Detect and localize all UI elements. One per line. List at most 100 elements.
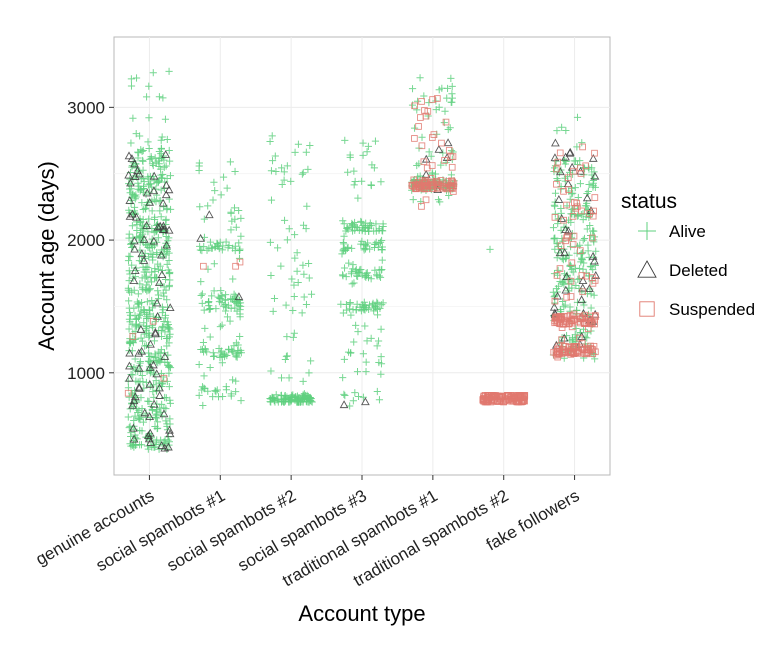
point-alive — [367, 334, 375, 342]
point-alive — [268, 394, 276, 402]
point-alive — [343, 244, 351, 253]
point-alive — [378, 301, 386, 309]
point-alive — [157, 326, 165, 335]
point-alive — [443, 84, 452, 93]
point-alive — [219, 173, 228, 181]
point-alive — [574, 212, 582, 220]
point-alive — [151, 267, 159, 276]
point-alive — [224, 345, 233, 353]
point-alive — [154, 260, 162, 268]
point-alive — [145, 114, 153, 122]
point-alive — [439, 149, 447, 157]
point-deleted — [125, 348, 134, 357]
point-alive — [212, 388, 220, 396]
point-alive — [150, 177, 158, 185]
point-deleted — [136, 324, 146, 333]
point-alive — [448, 98, 456, 106]
point-suspended — [441, 157, 448, 164]
point-suspended — [569, 213, 577, 220]
point-alive — [139, 226, 147, 234]
point-alive — [144, 228, 152, 236]
point-deleted — [585, 284, 594, 292]
point-alive — [132, 193, 140, 201]
point-alive — [277, 262, 285, 270]
point-alive — [299, 261, 307, 269]
point-alive — [410, 124, 419, 132]
point-suspended — [563, 234, 570, 242]
point-alive — [130, 443, 138, 451]
point-alive — [359, 350, 367, 358]
point-suspended — [411, 102, 418, 110]
point-alive — [290, 231, 299, 239]
point-suspended — [438, 139, 445, 147]
point-alive — [568, 335, 577, 344]
point-alive — [353, 367, 362, 376]
point-alive — [578, 139, 586, 147]
point-deleted — [128, 400, 137, 409]
point-alive — [232, 299, 241, 307]
point-alive — [435, 103, 443, 111]
point-alive — [305, 394, 313, 402]
point-alive — [554, 219, 562, 228]
point-alive — [143, 298, 151, 306]
point-alive — [125, 252, 133, 260]
point-alive — [237, 396, 245, 405]
point-alive — [139, 184, 148, 193]
point-suspended — [579, 313, 586, 321]
point-alive — [160, 163, 168, 171]
point-suspended — [570, 310, 578, 318]
point-alive — [227, 392, 235, 400]
point-suspended — [551, 214, 559, 221]
point-alive — [267, 367, 275, 375]
point-alive — [558, 123, 566, 131]
point-alive — [221, 296, 229, 304]
point-alive — [345, 259, 353, 267]
point-alive — [302, 397, 310, 405]
point-alive — [134, 290, 142, 298]
point-alive — [216, 238, 224, 246]
point-alive — [215, 344, 223, 353]
point-suspended — [567, 317, 575, 325]
point-alive — [356, 303, 364, 311]
point-alive — [150, 337, 159, 345]
point-suspended — [448, 177, 455, 185]
point-alive — [270, 294, 279, 303]
point-deleted — [149, 171, 159, 180]
point-alive — [196, 203, 204, 211]
point-alive — [128, 389, 136, 397]
point-suspended — [236, 258, 244, 266]
point-alive — [159, 378, 167, 386]
point-alive — [363, 269, 371, 277]
point-alive — [583, 225, 591, 233]
point-alive — [368, 161, 376, 169]
point-alive — [130, 203, 139, 212]
point-alive — [165, 382, 173, 391]
point-alive — [266, 238, 275, 246]
point-alive — [147, 153, 155, 161]
point-alive — [445, 191, 453, 200]
point-alive — [206, 238, 215, 246]
point-alive — [435, 86, 443, 94]
point-alive — [151, 352, 160, 360]
point-alive — [197, 345, 205, 354]
plot-panel — [113, 36, 611, 476]
point-deleted — [164, 185, 174, 194]
point-alive — [235, 239, 243, 247]
point-alive — [437, 161, 445, 169]
point-alive — [227, 226, 235, 234]
point-suspended — [589, 234, 596, 242]
series-social-spambots-3-alive — [337, 136, 387, 410]
point-deleted — [578, 283, 588, 292]
point-alive — [198, 386, 206, 394]
point-alive — [165, 369, 173, 377]
point-suspended — [516, 392, 523, 399]
point-alive — [154, 287, 162, 295]
point-alive — [144, 173, 152, 181]
point-alive — [145, 82, 153, 90]
point-deleted — [161, 180, 171, 189]
point-alive — [161, 358, 169, 367]
point-alive — [427, 152, 435, 160]
point-deleted — [162, 240, 171, 249]
point-alive — [377, 266, 385, 274]
point-alive — [136, 357, 144, 366]
